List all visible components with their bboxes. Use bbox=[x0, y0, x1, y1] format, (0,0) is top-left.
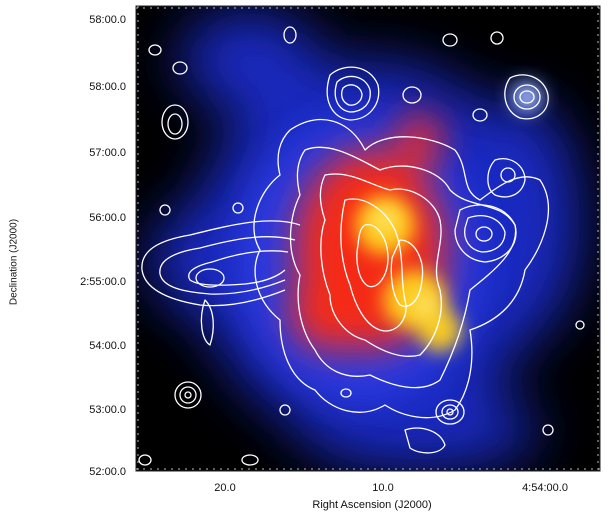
y-tick-label: 58:00.0 bbox=[89, 81, 126, 93]
y-tick-label: 56:00.0 bbox=[89, 212, 126, 224]
frame-ticks bbox=[136, 6, 600, 471]
radio-contours bbox=[138, 26, 585, 466]
x-tick-label: 4:54:00.0 bbox=[522, 482, 568, 494]
y-tick-label: 58:00.0 bbox=[89, 14, 126, 26]
y-tick-label: 54:00.0 bbox=[89, 340, 126, 352]
y-axis-label: Declination (J2000) bbox=[8, 218, 20, 306]
x-tick-label: 10.0 bbox=[372, 482, 394, 494]
y-tick-label: 57:00.0 bbox=[89, 147, 126, 159]
y-tick-label: 52:00.0 bbox=[89, 466, 126, 478]
y-tick-label: 53:00.0 bbox=[89, 404, 126, 416]
compact-source bbox=[511, 81, 543, 113]
x-axis-label: Right Ascension (J2000) bbox=[312, 499, 432, 511]
x-tick-label: 20.0 bbox=[214, 482, 236, 494]
y-tick-label: 2:55:00.0 bbox=[80, 276, 126, 288]
